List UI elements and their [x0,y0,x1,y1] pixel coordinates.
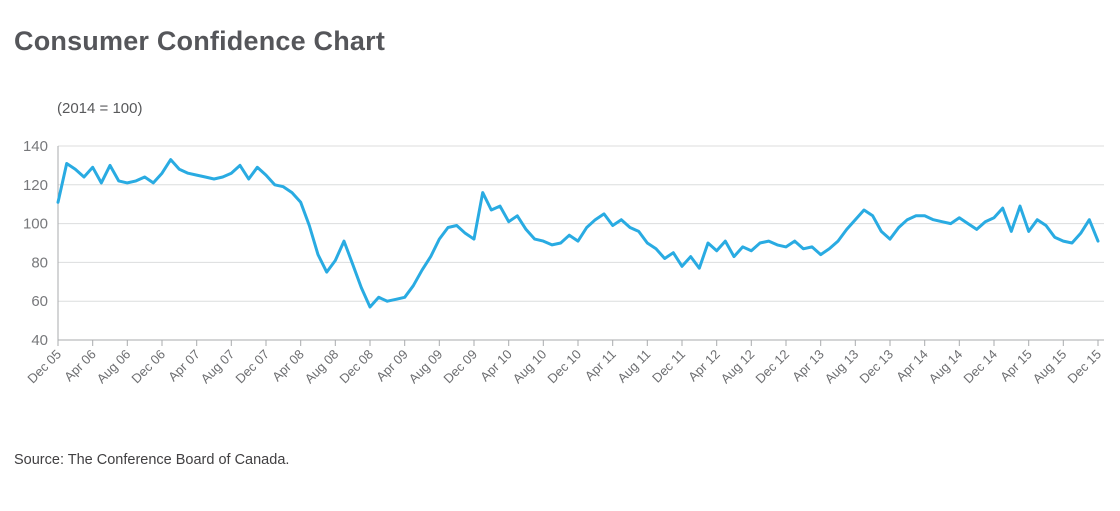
x-axis-label-apr-06: Apr 06 [61,347,99,385]
x-axis-label-dec-08: Dec 08 [336,347,376,387]
x-axis-label-apr-12: Apr 12 [685,347,723,385]
x-axis-label-dec-06: Dec 06 [128,347,168,387]
x-axis-label-dec-11: Dec 11 [649,347,688,386]
y-axis-label-80: 80 [31,254,48,271]
y-axis-label-40: 40 [31,332,48,349]
page-title: Consumer Confidence Chart [14,26,386,56]
x-axis-label-apr-11: Apr 11 [582,347,619,384]
x-axis-label-aug-09: Aug 09 [406,347,446,387]
x-axis-label-dec-15: Dec 15 [1064,347,1104,387]
x-axis-label-dec-14: Dec 14 [960,347,1000,387]
x-axis-label-dec-10: Dec 10 [544,347,584,387]
x-axis-label-aug-13: Aug 13 [822,347,862,387]
x-axis-label-apr-14: Apr 14 [893,347,931,385]
x-axis-label-aug-12: Aug 12 [718,347,758,387]
x-axis-label-aug-08: Aug 08 [302,347,342,387]
x-axis-label-dec-12: Dec 12 [752,347,792,387]
x-axis-label-apr-09: Apr 09 [373,347,411,385]
y-axis-label-120: 120 [23,177,48,194]
confidence-index-line [56,158,1100,309]
x-axis-label-apr-15: Apr 15 [997,347,1035,385]
x-axis-label-apr-10: Apr 10 [477,347,515,385]
y-axis-label-140: 140 [23,138,48,155]
x-axis-label-dec-13: Dec 13 [856,347,896,387]
x-axis-label-aug-07: Aug 07 [198,347,238,387]
source-note: Source: The Conference Board of Canada. [14,452,290,468]
x-axis-label-aug-11: Aug 11 [614,347,653,386]
x-axis-label-aug-15: Aug 15 [1030,347,1070,387]
y-axis-label-100: 100 [23,216,48,233]
x-axis-label-apr-07: Apr 07 [165,347,203,385]
x-axis-label-apr-13: Apr 13 [789,347,827,385]
x-axis-label-aug-10: Aug 10 [510,347,550,387]
chart-subtitle: (2014 = 100) [57,100,143,117]
x-axis-label-apr-08: Apr 08 [269,347,307,385]
y-axis-label-60: 60 [31,293,48,310]
x-axis-label-dec-05: Dec 05 [24,347,64,387]
x-axis-label-aug-06: Aug 06 [94,347,134,387]
x-axis-label-dec-07: Dec 07 [232,347,272,387]
x-axis-label-aug-14: Aug 14 [926,347,966,387]
x-axis-label-dec-09: Dec 09 [440,347,480,387]
